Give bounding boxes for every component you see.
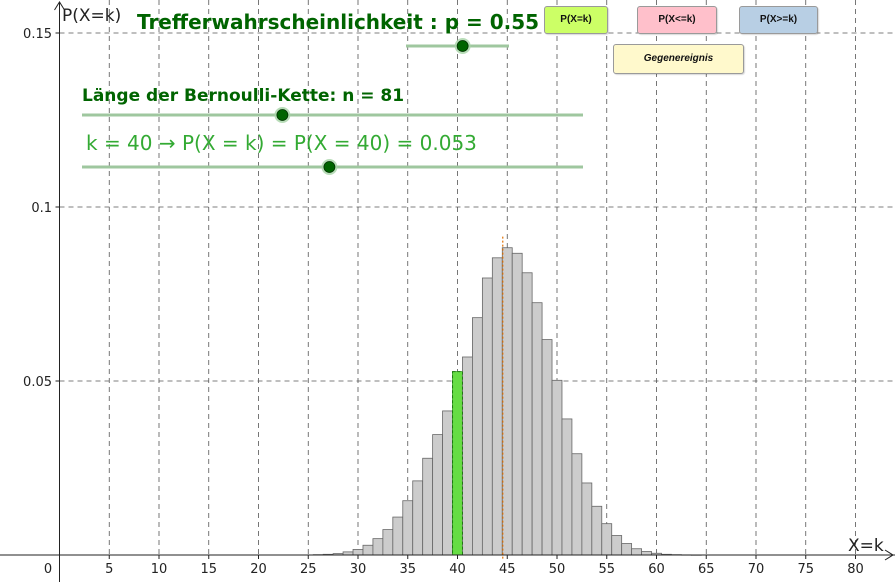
- bar: [541, 339, 553, 556]
- k-slider-knob[interactable]: [323, 161, 336, 173]
- bar: [491, 257, 503, 556]
- bar: [561, 418, 573, 556]
- bar: [472, 317, 483, 556]
- bar: [362, 544, 374, 556]
- bar: [392, 516, 404, 556]
- bar: [611, 535, 623, 556]
- bar: [571, 453, 583, 556]
- highlighted-bar-outline: [452, 371, 463, 556]
- probability-slider-label: Trefferwahrscheinlichkeit : p = 0.55: [137, 10, 540, 34]
- bar: [501, 247, 513, 556]
- bar: [352, 549, 364, 556]
- bar: [412, 480, 424, 556]
- y-tick-label: 0.15: [23, 27, 52, 42]
- x-tick-label: 60: [648, 562, 665, 577]
- bar: [462, 356, 473, 556]
- bar: [481, 277, 493, 556]
- x-tick-label: 65: [698, 562, 715, 577]
- x-axis-label: X=k: [848, 536, 884, 556]
- bar: [511, 252, 523, 556]
- x-tick-label: 40: [449, 562, 466, 577]
- y-tick-label: 0.05: [23, 375, 52, 390]
- x-axis-arrow: [884, 549, 894, 561]
- bar: [521, 272, 533, 556]
- x-tick-label: 5: [105, 562, 113, 577]
- x-tick-label: 70: [748, 562, 765, 577]
- x-tick-label: 75: [797, 562, 814, 577]
- bar: [551, 379, 563, 556]
- chain-length-slider-knob[interactable]: [276, 109, 289, 121]
- highlighted-bar: [452, 371, 463, 556]
- bar: [591, 505, 603, 556]
- x-tick-label: 0: [44, 562, 52, 577]
- bar: [631, 548, 642, 556]
- p-less-equal-button[interactable]: P(X<=k): [637, 6, 717, 34]
- p-equal-button[interactable]: P(X=k): [544, 6, 608, 34]
- bar: [372, 538, 384, 556]
- bar: [601, 523, 613, 556]
- bar: [422, 457, 434, 556]
- x-tick-label: 55: [598, 562, 615, 577]
- p-greater-equal-button[interactable]: P(X>=k): [739, 6, 818, 34]
- chain-length-slider-label: Länge der Bernoulli-Kette: n = 81: [82, 86, 405, 106]
- bar: [641, 551, 652, 556]
- y-axis-label: P(X=k): [62, 6, 121, 26]
- bar: [432, 434, 443, 556]
- bar: [531, 302, 543, 556]
- bar: [402, 500, 414, 556]
- complement-event-button[interactable]: Gegenereignis: [613, 44, 744, 74]
- y-tick-label: 0.1: [31, 201, 52, 216]
- x-tick-label: 10: [151, 562, 168, 577]
- k-slider-label: k = 40 → P(X = k) = P(X = 40) = 0.053: [86, 131, 477, 155]
- x-tick-label: 15: [200, 562, 217, 577]
- bar: [442, 410, 453, 556]
- x-tick-label: 35: [399, 562, 416, 577]
- x-tick-label: 25: [300, 562, 317, 577]
- probability-slider-knob[interactable]: [456, 40, 469, 52]
- x-tick-label: 30: [350, 562, 367, 577]
- bar: [382, 529, 394, 556]
- bar: [581, 482, 593, 556]
- x-tick-label: 80: [847, 562, 864, 577]
- bar: [621, 543, 633, 556]
- x-tick-label: 20: [250, 562, 267, 577]
- x-tick-label: 50: [549, 562, 566, 577]
- y-axis-arrow: [54, 1, 65, 11]
- x-tick-label: 45: [499, 562, 516, 577]
